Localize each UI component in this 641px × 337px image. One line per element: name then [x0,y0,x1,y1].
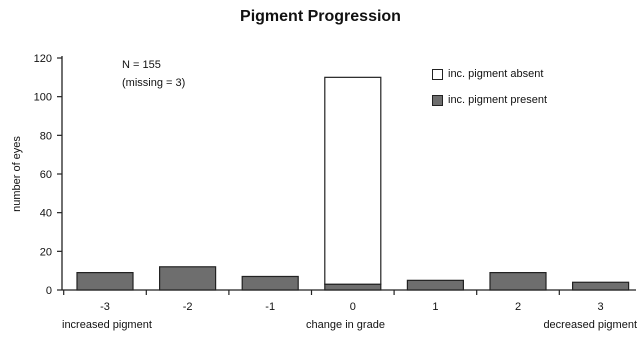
bar-present [489,272,547,291]
x-tick-label: 0 [350,301,356,313]
legend-swatch-present [432,94,443,106]
y-tick-label: 20 [40,246,52,258]
legend-label-present: inc. pigment present [448,94,548,106]
bar-present [571,281,630,291]
x-tick-label: -3 [100,301,110,313]
x-tick-label: -1 [265,301,275,313]
bar-present [324,283,382,291]
bar-absent [324,76,382,285]
y-tick-label: 40 [40,208,52,220]
y-tick-label: 100 [34,92,52,104]
y-tick-label: 80 [40,130,52,142]
y-tick-label: 120 [34,53,52,65]
x-tick-label: 3 [598,301,604,313]
annotation-missing: (missing = 3) [122,77,186,89]
bar-present [241,275,299,291]
bar-present [76,272,134,291]
x-tick-label: -2 [183,301,193,313]
legend: inc. pigment absent inc. pigment present [432,67,547,119]
x-right-label: decreased pigment [543,319,637,331]
bar-present [406,279,464,291]
annotation-n: N = 155 [122,59,161,71]
chart-title: Pigment Progression [240,8,401,25]
y-tick-label: 60 [40,169,52,181]
legend-label-absent: inc. pigment absent [448,68,544,80]
x-left-label: increased pigment [62,319,152,331]
legend-item-absent: inc. pigment absent [432,67,547,81]
y-tick-label: 0 [46,285,52,297]
legend-item-present: inc. pigment present [432,93,547,107]
x-tick-label: 1 [432,301,438,313]
x-tick-label: 2 [515,301,521,313]
bars [76,76,630,291]
y-axis-label: number of eyes [11,136,23,212]
bar-present [159,266,217,291]
legend-swatch-absent [432,68,443,80]
